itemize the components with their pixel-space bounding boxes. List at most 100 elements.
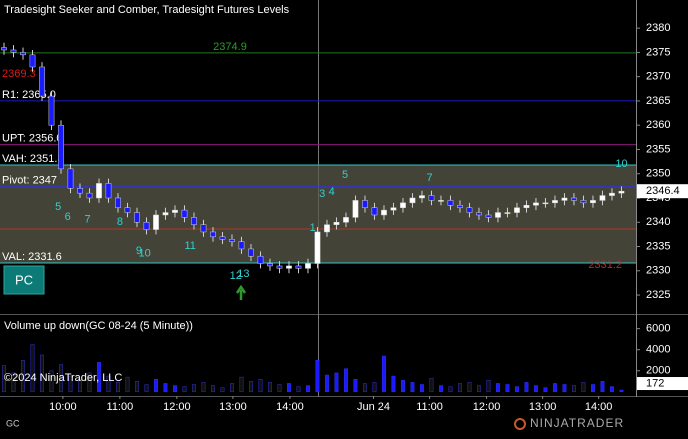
level-label: UPT: 2356.0 [2,133,63,145]
y-tick-label: 2330 [646,265,670,277]
volume-bar [391,375,396,393]
volume-bar [2,365,6,393]
y-tick-label: 6000 [646,323,670,335]
volume-bar [116,382,120,393]
volume-bar [591,384,595,393]
candle-body [533,202,539,206]
candle-body [609,192,615,196]
candle-body [466,207,473,213]
candle-body [153,214,159,230]
count-label: 12 [230,270,242,282]
candle-body [495,212,501,218]
candle-body [200,224,207,233]
volume-bar [534,385,538,393]
volume-bar [40,354,44,393]
y-tick-label: 2000 [646,365,670,377]
candle-body [162,212,169,216]
pc-button[interactable] [3,265,45,295]
volume-bar [334,372,339,393]
pc-button-label[interactable]: PC [15,272,33,287]
volume-bar [59,364,63,393]
candle-body [343,217,349,223]
count-label: 7 [427,172,433,184]
volume-bar [372,382,377,393]
count-label: 6 [65,211,71,223]
y-tick-label: 2375 [646,46,670,58]
x-tick-label: 12:00 [473,401,501,413]
candle-body [29,54,36,68]
candle-body [181,209,188,218]
level-label: R1: 2365.0 [2,89,56,101]
volume-bar [211,385,215,393]
volume-bar [543,387,548,393]
volume-bar [201,382,206,393]
volume-bar [154,379,158,393]
candle-body [58,124,64,170]
count-label: 8 [117,216,123,228]
candle-body [276,265,283,269]
candle-body [542,202,549,205]
level-label: VAH: 2351.8 [2,153,64,165]
copyright: ©2024 NinjaTrader, LLC [4,372,122,384]
volume-bar [581,382,586,393]
volume-bar [344,368,348,393]
candle-body [257,255,264,264]
y-tick-label: 4000 [646,344,670,356]
count-label: 9 [136,245,142,257]
level-label: VAL: 2331.6 [2,251,62,263]
x-tick-label: 13:00 [219,401,247,413]
count-label: 10 [615,158,627,170]
candle-body [400,202,406,208]
volume-bar [11,372,16,393]
volume-bar [572,385,576,393]
candle-body [314,231,321,264]
candle-body [362,200,368,208]
candle-body [20,52,26,56]
y-tick-label: 2350 [646,168,670,180]
volume-bar [600,381,605,393]
candle-body [485,214,492,218]
volume-bar [30,344,35,393]
volume-bar [277,384,282,393]
candle-body [134,212,140,223]
volume-bar [125,376,130,393]
count-label: 5 [55,201,61,213]
count-label: 13 [237,268,249,280]
volume-bar [315,360,320,393]
candle-body [286,265,292,269]
volume-bar [135,381,139,393]
volume-bar [296,386,301,393]
candle-body [248,248,254,257]
volume-bar [458,383,462,393]
volume-bar [182,386,187,393]
candle-body [504,212,511,214]
candle-body [172,209,178,213]
volume-bar [619,389,624,393]
candle-body [124,207,131,213]
volume-bar [239,376,244,393]
volume-bar [97,362,101,393]
x-tick-label: 10:00 [49,401,77,413]
candle-body [333,222,340,225]
candle-body [96,183,102,199]
signal-arrow [235,284,247,300]
volume-bar [230,383,234,393]
candle-body [352,200,359,218]
volume-bar [429,377,434,393]
candle-body [39,66,45,97]
volume-bar [420,384,424,393]
candle-body [390,207,397,211]
candle-body [447,200,454,206]
x-tick-label: 11:00 [107,401,134,413]
candle-body [210,231,216,238]
x-tick-label: 13:00 [529,401,557,413]
candle-body [428,195,435,201]
volume-bar [49,370,54,393]
candle-body [191,217,197,225]
y-tick-label: 2380 [646,22,670,34]
candle-body [324,224,330,233]
candle-body [590,200,596,204]
candle-body [67,168,74,189]
